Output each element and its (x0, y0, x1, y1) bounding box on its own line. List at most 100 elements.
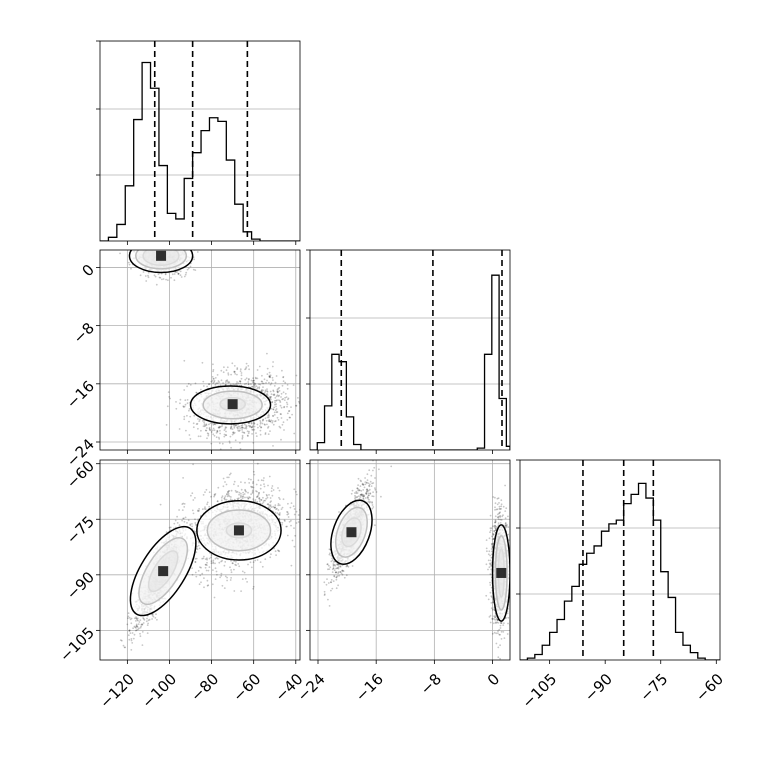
sample-point (195, 391, 198, 394)
sample-point (198, 547, 201, 550)
sample-point (304, 553, 306, 555)
sample-point (275, 457, 277, 459)
sample-point (208, 423, 210, 426)
sample-point (252, 585, 255, 588)
sample-point (263, 477, 265, 479)
sample-point (223, 429, 226, 431)
sample-point (174, 247, 176, 249)
sample-point (337, 571, 340, 573)
sample-point (206, 385, 209, 388)
sample-point (224, 381, 227, 383)
sample-point (226, 493, 228, 496)
sample-point (261, 419, 264, 422)
sample-point (233, 370, 236, 373)
sample-point (184, 403, 187, 406)
sample-point (205, 424, 208, 427)
sample-point (230, 427, 232, 430)
sample-point (215, 570, 218, 573)
sample-point (208, 426, 211, 429)
sample-point (153, 274, 156, 277)
sample-point (220, 572, 223, 575)
sample-point (245, 426, 247, 429)
sample-point (257, 493, 260, 496)
sample-point (154, 244, 156, 246)
sample-point (241, 431, 244, 434)
sample-point (264, 432, 267, 434)
sample-point (266, 394, 269, 397)
sample-point (187, 382, 190, 385)
sample-point (287, 513, 290, 515)
sample-point (189, 384, 192, 386)
sample-point (232, 431, 235, 434)
sample-point (165, 247, 167, 249)
sample-point (283, 399, 286, 401)
sample-point (287, 516, 290, 518)
sample-point (216, 500, 219, 502)
sample-point (256, 462, 259, 465)
sample-point (244, 496, 246, 499)
sample-point (274, 403, 276, 406)
sample-point (336, 575, 339, 577)
sample-point (141, 644, 144, 646)
sample-point (138, 241, 140, 243)
sample-point (142, 617, 145, 619)
sample-point (183, 418, 186, 421)
sample-point (273, 394, 276, 396)
sample-point (274, 511, 277, 514)
sample-point (204, 506, 206, 509)
sample-point (243, 432, 246, 434)
sample-point (280, 413, 282, 416)
sample-point (268, 506, 270, 508)
sample-point (207, 433, 210, 435)
sample-point (189, 415, 192, 418)
sample-point (251, 492, 254, 494)
sample-point (151, 246, 153, 248)
sample-point (240, 492, 242, 495)
sample-point (223, 366, 225, 369)
sample-point (206, 561, 208, 564)
sample-point (247, 383, 250, 386)
sample-point (189, 524, 192, 527)
sample-point (227, 373, 230, 376)
sample-point (212, 559, 215, 562)
sample-point (212, 363, 214, 366)
sample-point (259, 383, 262, 386)
sample-point (157, 273, 160, 275)
sample-point (245, 490, 248, 493)
sample-point (270, 395, 272, 398)
sample-point (259, 429, 262, 432)
sample-point (252, 486, 255, 489)
sample-point (239, 448, 242, 450)
sample-point (141, 623, 144, 626)
sample-point (165, 531, 168, 534)
sample-point (371, 495, 374, 497)
sample-point (227, 494, 230, 497)
sample-point (154, 275, 157, 278)
sample-point (239, 370, 242, 372)
sample-point (149, 247, 151, 249)
sample-point (262, 479, 265, 482)
sample-point (200, 388, 202, 391)
sample-point (142, 247, 144, 249)
sample-point (268, 375, 271, 378)
sample-point (269, 501, 272, 504)
sample-point (221, 584, 224, 587)
sample-point (197, 510, 200, 513)
density-peak (156, 250, 167, 261)
sample-point (183, 359, 186, 362)
sample-point (294, 534, 297, 537)
sample-point (196, 422, 199, 425)
sample-point (262, 389, 264, 392)
sample-point (162, 245, 164, 247)
sample-point (262, 496, 264, 499)
sample-point (236, 490, 239, 493)
sample-point (245, 362, 248, 365)
sample-point (170, 248, 172, 250)
sample-point (187, 519, 190, 522)
sample-point (213, 429, 216, 432)
sample-point (235, 424, 237, 427)
sample-point (207, 434, 210, 437)
sample-point (254, 559, 257, 562)
sample-point (235, 424, 238, 426)
sample-point (254, 499, 257, 501)
